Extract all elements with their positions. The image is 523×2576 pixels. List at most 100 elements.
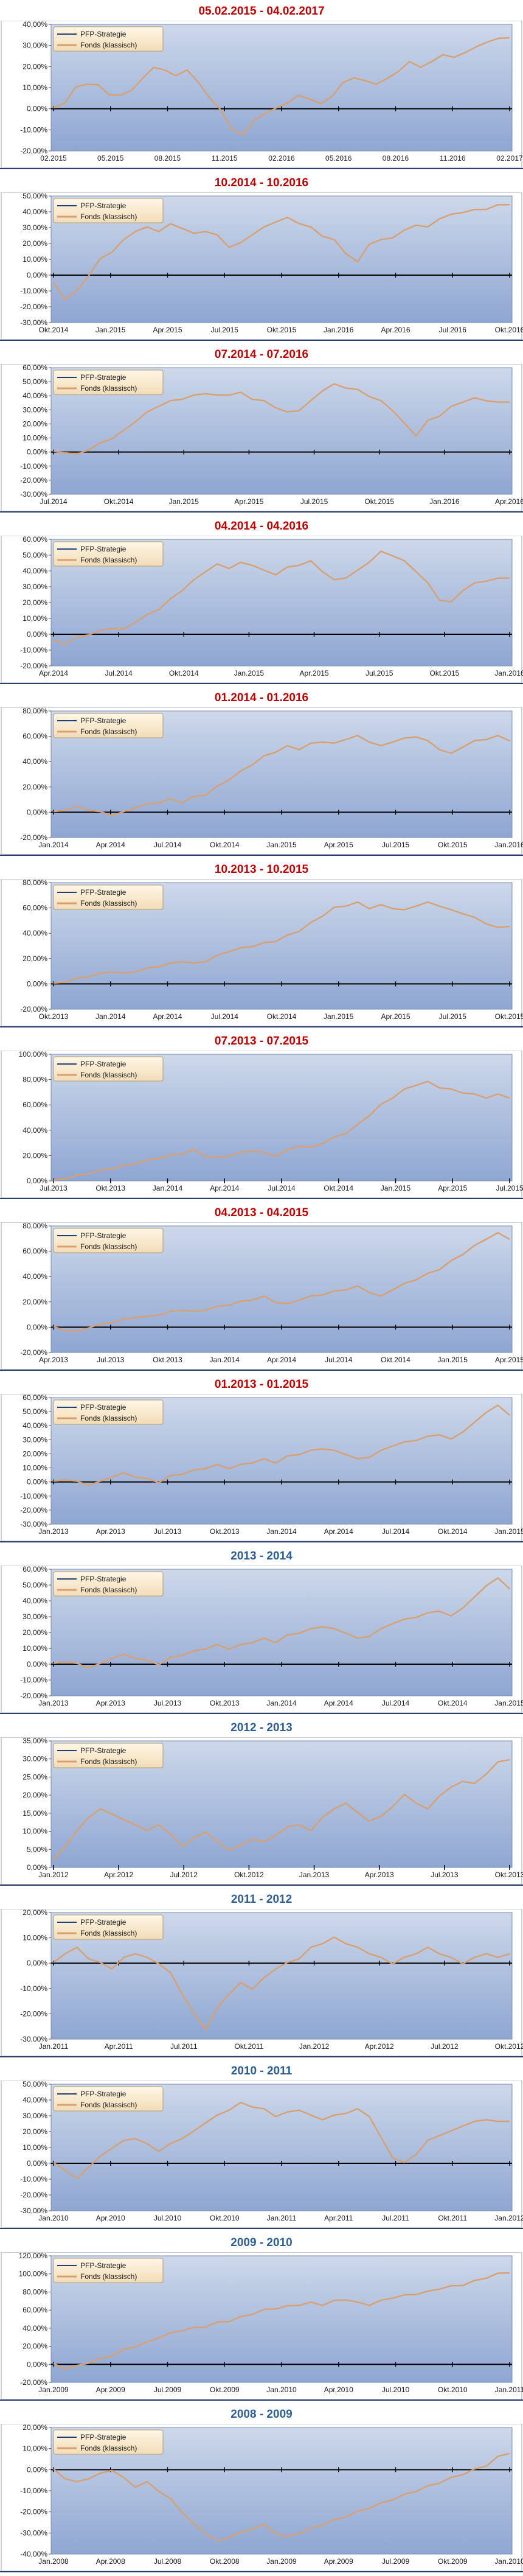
x-tick-label: Jan.2013 <box>38 1527 69 1536</box>
x-tick-label: Jan.2016 <box>324 326 354 334</box>
legend <box>53 26 164 52</box>
legend-label: PFP-Strategie <box>80 201 126 210</box>
legend-label: Fonds (klassisch) <box>80 899 137 908</box>
x-tick-label: Apr.2014 <box>267 1356 296 1364</box>
chart-panel: 2013 - 2014 -20,00% -10,00% 0,00% 10,00% 20,0… <box>0 1545 523 1717</box>
y-tick-label: 80,00% <box>23 2287 47 2296</box>
y-tick-label: 0,00% <box>27 448 47 457</box>
x-tick-label: 02.2017 <box>496 154 523 163</box>
y-tick-label: 40,00% <box>23 2096 47 2104</box>
x-tick-label: Apr.2016 <box>381 326 410 334</box>
x-tick-label: Jul.2012 <box>431 2042 459 2051</box>
y-tick-label: 15,00% <box>23 1809 47 1818</box>
y-tick-label: 20,00% <box>23 2424 47 2432</box>
x-tick-label: Jan.2015 <box>266 841 297 849</box>
y-tick-label: 5,00% <box>27 1845 47 1853</box>
x-tick-label: Okt.2012 <box>234 1871 264 1879</box>
x-tick-label: Jul.2009 <box>154 2385 182 2394</box>
legend <box>53 1914 164 1940</box>
y-tick-label: -20,00% <box>20 1692 47 1700</box>
y-tick-label: -30,00% <box>20 2529 47 2537</box>
chart-title: 2009 - 2010 <box>230 2236 293 2249</box>
y-tick-label: 40,00% <box>23 757 47 766</box>
y-tick-label: 50,00% <box>23 2081 47 2088</box>
y-tick-label: 30,00% <box>23 1612 47 1621</box>
x-tick-label: Jan.2008 <box>38 2557 69 2566</box>
y-tick-label: -20,00% <box>20 1005 47 1013</box>
y-tick-label: 100,00% <box>19 2270 48 2278</box>
y-tick-label: 30,00% <box>23 405 47 414</box>
x-tick-label: Jul.2011 <box>170 2042 198 2051</box>
x-tick-label: Jan.2012 <box>299 2042 330 2051</box>
legend-label: PFP-Strategie <box>80 716 126 725</box>
x-tick-label: Jul.2015 <box>439 1012 467 1021</box>
chart-title: 01.2014 - 01.2016 <box>214 691 309 704</box>
x-tick-label: Jan.2016 <box>429 497 460 506</box>
y-tick-label: 25,00% <box>23 1773 47 1781</box>
x-tick-label: Okt.2013 <box>153 1356 182 1364</box>
x-tick-label: Jan.2015 <box>438 1356 468 1364</box>
x-tick-label: 02.2016 <box>268 154 295 163</box>
x-tick-label: Jul.2015 <box>300 497 328 506</box>
x-tick-label: Jan.2010 <box>38 2214 69 2222</box>
chart-title: 10.2013 - 10.2015 <box>214 863 309 876</box>
y-tick-label: 0,00% <box>27 1863 47 1872</box>
legend-label: Fonds (klassisch) <box>80 1242 137 1251</box>
legend-label: PFP-Strategie <box>80 1918 126 1927</box>
y-tick-label: 60,00% <box>23 364 47 372</box>
y-tick-label: 30,00% <box>23 583 47 591</box>
y-tick-label: 20,00% <box>23 598 47 607</box>
y-tick-label: 35,00% <box>23 1737 47 1745</box>
y-tick-label: 50,00% <box>23 192 47 200</box>
y-tick-label: 0,00% <box>27 1323 47 1331</box>
legend-label: PFP-Strategie <box>80 1403 126 1412</box>
x-tick-label: Apr.2014 <box>324 1527 353 1536</box>
chart-title: 2013 - 2014 <box>230 1550 293 1563</box>
chart-title: 07.2014 - 07.2016 <box>214 348 309 361</box>
x-tick-label: Jan.2014 <box>95 1012 126 1021</box>
legend-label: PFP-Strategie <box>80 1231 126 1240</box>
y-tick-label: 0,00% <box>27 105 47 113</box>
x-tick-label: Jul.2015 <box>382 841 410 849</box>
x-tick-label: Apr.2010 <box>324 2385 353 2394</box>
y-tick-label: 30,00% <box>23 223 47 232</box>
y-tick-label: 20,00% <box>23 1909 47 1917</box>
y-tick-label: 0,00% <box>27 1478 47 1486</box>
y-tick-label: 10,00% <box>23 1644 47 1653</box>
y-tick-label: 0,00% <box>27 630 47 639</box>
x-tick-label: 02.2015 <box>40 154 67 163</box>
y-tick-label: 50,00% <box>23 377 47 386</box>
y-tick-label: 30,00% <box>23 41 47 50</box>
x-tick-label: Jan.2014 <box>266 1527 297 1536</box>
x-tick-label: Jan.2014 <box>38 841 69 849</box>
y-tick-label: 60,00% <box>23 536 47 544</box>
y-tick-label: -10,00% <box>20 646 47 654</box>
y-tick-label: 0,00% <box>27 2360 47 2368</box>
x-tick-label: Jul.2014 <box>105 669 133 677</box>
x-tick-label: Apr.2015 <box>300 669 329 677</box>
x-tick-label: Jul.2014 <box>40 497 68 506</box>
x-tick-label: Apr.2015 <box>495 1356 523 1364</box>
chart-title: 04.2014 - 04.2016 <box>214 520 309 533</box>
x-tick-label: Okt.2013 <box>95 1184 125 1192</box>
x-tick-label: Jan.2016 <box>494 669 523 677</box>
x-tick-label: Apr.2015 <box>234 497 263 506</box>
legend <box>53 1228 164 1253</box>
line-chart: -20,00% -10,00% 0,00% 10,00% 20,00% 30,00% 40,… <box>0 1566 523 1714</box>
x-tick-label: Jul.2015 <box>496 1184 523 1192</box>
x-tick-label: Jul.2011 <box>382 2214 409 2222</box>
x-tick-label: Apr.2010 <box>96 2214 125 2222</box>
y-tick-label: -20,00% <box>20 2009 47 2018</box>
y-tick-label: 40,00% <box>23 567 47 575</box>
x-tick-label: Jan.2010 <box>266 2385 297 2394</box>
y-tick-label: 80,00% <box>23 879 47 887</box>
y-tick-label: 10,00% <box>23 255 47 264</box>
y-tick-label: -20,00% <box>20 2508 47 2516</box>
y-tick-label: 0,00% <box>27 808 47 816</box>
x-tick-label: Okt.2014 <box>267 1012 297 1021</box>
x-tick-label: Okt.2012 <box>495 2042 523 2051</box>
y-tick-label: 0,00% <box>27 1177 47 1185</box>
x-tick-label: Jul.2016 <box>439 326 467 334</box>
x-tick-label: Okt.2010 <box>438 2385 468 2394</box>
x-tick-label: Jul.2010 <box>154 2214 182 2222</box>
